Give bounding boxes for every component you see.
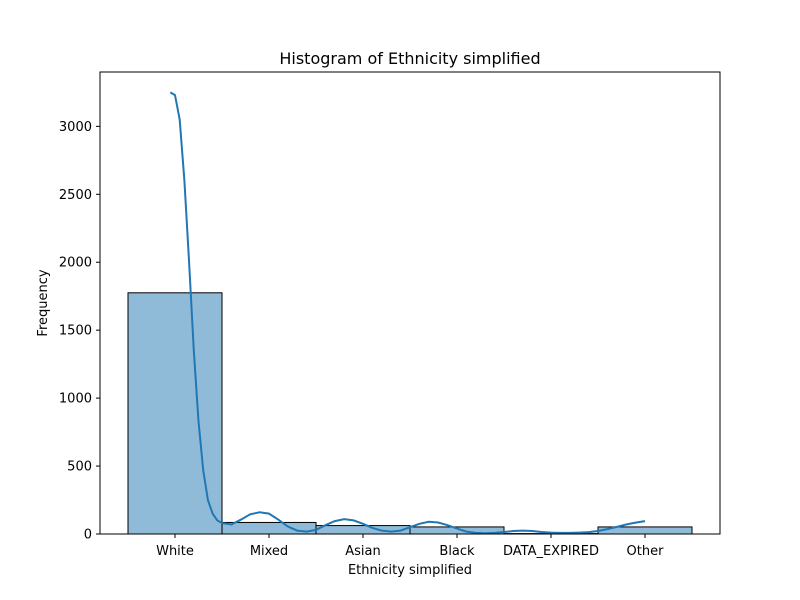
x-tick-label: Asian: [345, 544, 380, 559]
bar-asian: [315, 525, 411, 535]
chart-title: Histogram of Ethnicity simplified: [279, 49, 540, 68]
y-tick-label: 1000: [59, 392, 92, 407]
x-tick-label: Black: [439, 544, 475, 559]
y-tick-label: 2000: [59, 256, 92, 271]
y-tick-label: 3000: [59, 120, 92, 135]
y-tick-label: 1500: [59, 324, 92, 339]
x-tick-label: DATA_EXPIRED: [503, 544, 599, 559]
y-axis-label: Frequency: [36, 269, 51, 336]
y-tick-label: 0: [84, 528, 92, 543]
y-tick-label: 500: [67, 460, 92, 475]
x-tick-label: White: [156, 544, 194, 559]
x-tick-label: Mixed: [250, 544, 288, 559]
plot-frame: [99, 71, 721, 535]
x-axis-label: Ethnicity simplified: [348, 563, 472, 578]
kde-curve: [169, 91, 646, 535]
bars-group: [127, 292, 693, 535]
bar-mixed: [221, 521, 317, 535]
x-tick-label: Other: [627, 544, 665, 559]
x-axis: White Mixed Asian Black DATA_EXPIRED Other: [156, 534, 664, 559]
y-tick-label: 2500: [59, 188, 92, 203]
y-axis: 0 500 1000 1500 2000 2500 3000: [59, 120, 100, 543]
